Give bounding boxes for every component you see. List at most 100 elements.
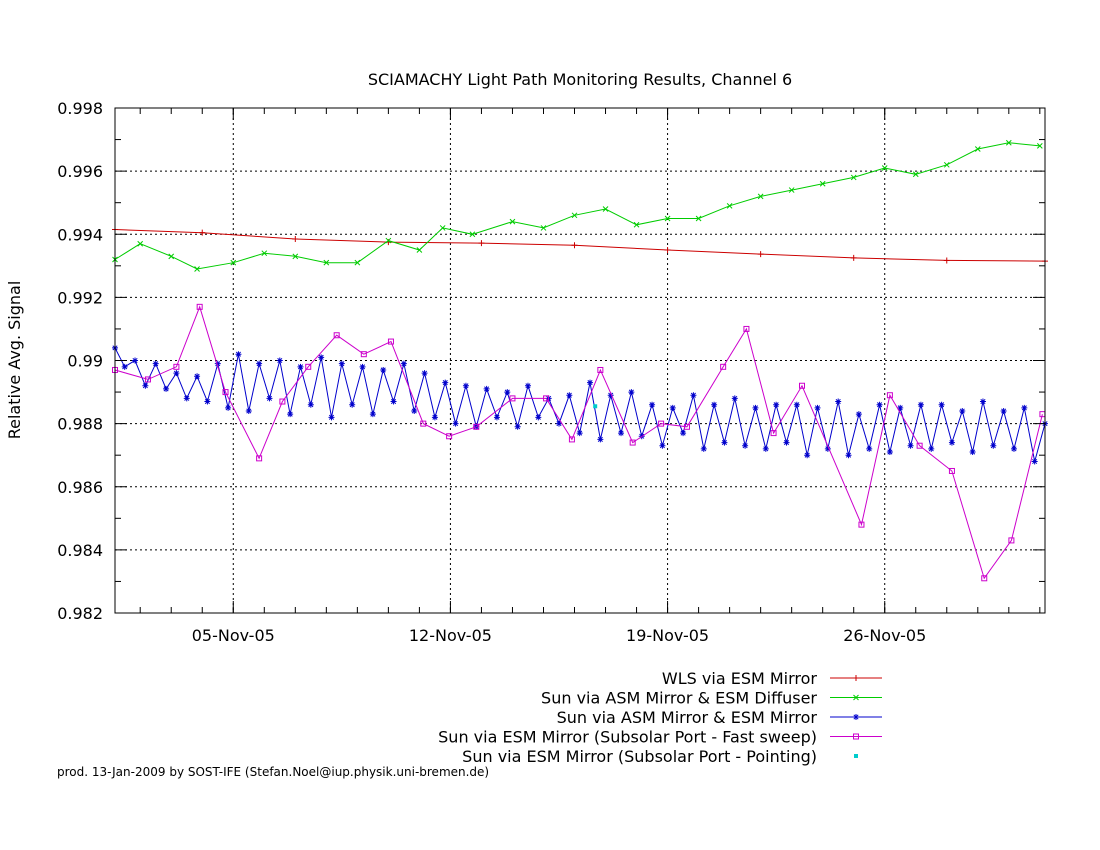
data-point xyxy=(359,363,366,370)
data-point xyxy=(798,382,805,389)
data-point xyxy=(387,338,394,345)
data-point xyxy=(683,423,690,430)
data-point xyxy=(307,401,314,408)
data-point xyxy=(305,363,312,370)
data-point xyxy=(835,398,842,405)
legend-label: WLS via ESM Mirror xyxy=(662,669,818,688)
data-point xyxy=(514,423,521,430)
data-point xyxy=(850,254,857,261)
data-point xyxy=(509,218,516,225)
data-point xyxy=(593,404,598,409)
data-point xyxy=(981,575,988,582)
y-axis-label: Relative Avg. Signal xyxy=(5,281,24,440)
series-sun-via-asm-mirror-esm-diffuser xyxy=(112,139,1043,272)
data-point xyxy=(543,395,550,402)
data-point xyxy=(571,212,578,219)
data-point xyxy=(1005,139,1012,146)
legend-marker xyxy=(853,694,859,701)
data-point xyxy=(943,257,950,264)
series-line xyxy=(114,142,1040,270)
data-point xyxy=(629,439,636,446)
data-point xyxy=(230,259,237,266)
data-point xyxy=(979,398,986,405)
data-point xyxy=(845,452,852,459)
data-point xyxy=(711,401,718,408)
data-point xyxy=(256,455,263,462)
data-point xyxy=(354,259,361,266)
x-tick-label: 26-Nov-05 xyxy=(843,626,926,645)
data-point xyxy=(196,303,203,310)
data-point xyxy=(881,165,888,171)
data-point xyxy=(948,467,955,474)
data-point xyxy=(483,385,490,392)
data-point xyxy=(421,370,428,377)
legend-label: Sun via ESM Mirror (Subsolar Port - Poin… xyxy=(462,747,817,766)
series-layer xyxy=(112,139,1048,582)
data-point xyxy=(907,442,914,449)
data-point xyxy=(726,202,733,209)
data-point xyxy=(222,389,229,396)
y-tick-label: 0.986 xyxy=(57,478,103,497)
data-point xyxy=(568,436,575,443)
data-point xyxy=(664,247,671,254)
data-point xyxy=(279,398,286,405)
y-tick-label: 0.996 xyxy=(57,162,103,181)
data-point xyxy=(938,401,945,408)
data-point xyxy=(163,385,170,392)
data-point xyxy=(524,382,531,389)
x-tick-label: 12-Nov-05 xyxy=(409,626,492,645)
data-point xyxy=(473,423,480,430)
data-point xyxy=(292,235,299,242)
data-point xyxy=(762,445,769,452)
data-point xyxy=(1031,458,1038,465)
legend-label: Sun via ESM Mirror (Subsolar Port - Fast… xyxy=(438,728,817,747)
data-point xyxy=(199,229,206,236)
data-point xyxy=(1000,408,1007,414)
data-point xyxy=(385,237,392,244)
data-point xyxy=(420,420,427,427)
data-point xyxy=(886,449,893,456)
legend-marker xyxy=(853,714,859,720)
data-point xyxy=(411,408,418,414)
data-point xyxy=(858,521,865,528)
data-point xyxy=(194,373,201,380)
data-point xyxy=(850,174,857,181)
data-point xyxy=(121,363,128,370)
data-point xyxy=(618,430,625,437)
data-point xyxy=(695,215,702,222)
data-point xyxy=(225,404,232,411)
data-point xyxy=(256,360,263,367)
data-point xyxy=(633,221,640,228)
data-point xyxy=(509,395,516,402)
data-point xyxy=(276,357,283,364)
data-point xyxy=(214,360,221,367)
data-point xyxy=(680,430,687,437)
data-point xyxy=(770,430,777,437)
data-point xyxy=(597,366,604,373)
data-point xyxy=(969,449,976,456)
y-tick-label: 0.982 xyxy=(57,604,103,623)
data-point xyxy=(783,439,790,446)
x-tick-label: 05-Nov-05 xyxy=(192,626,275,645)
data-point xyxy=(886,392,893,399)
legend-marker xyxy=(854,754,858,758)
data-point xyxy=(416,247,423,253)
data-point xyxy=(1010,445,1017,452)
data-point xyxy=(338,360,345,367)
series-sun-via-esm-mirror-subsolar-port-fast-sweep xyxy=(112,303,1046,582)
data-point xyxy=(360,351,367,358)
data-point xyxy=(323,259,330,266)
data-point xyxy=(245,408,252,414)
data-point xyxy=(287,411,294,418)
y-tick-label: 0.99 xyxy=(67,352,103,371)
data-point xyxy=(974,146,981,152)
data-point xyxy=(814,404,821,411)
data-point xyxy=(555,420,562,427)
data-point xyxy=(318,354,325,361)
data-point xyxy=(540,225,547,231)
data-point xyxy=(442,379,449,386)
data-point xyxy=(446,433,453,440)
data-point xyxy=(535,414,542,421)
data-point xyxy=(602,206,609,212)
